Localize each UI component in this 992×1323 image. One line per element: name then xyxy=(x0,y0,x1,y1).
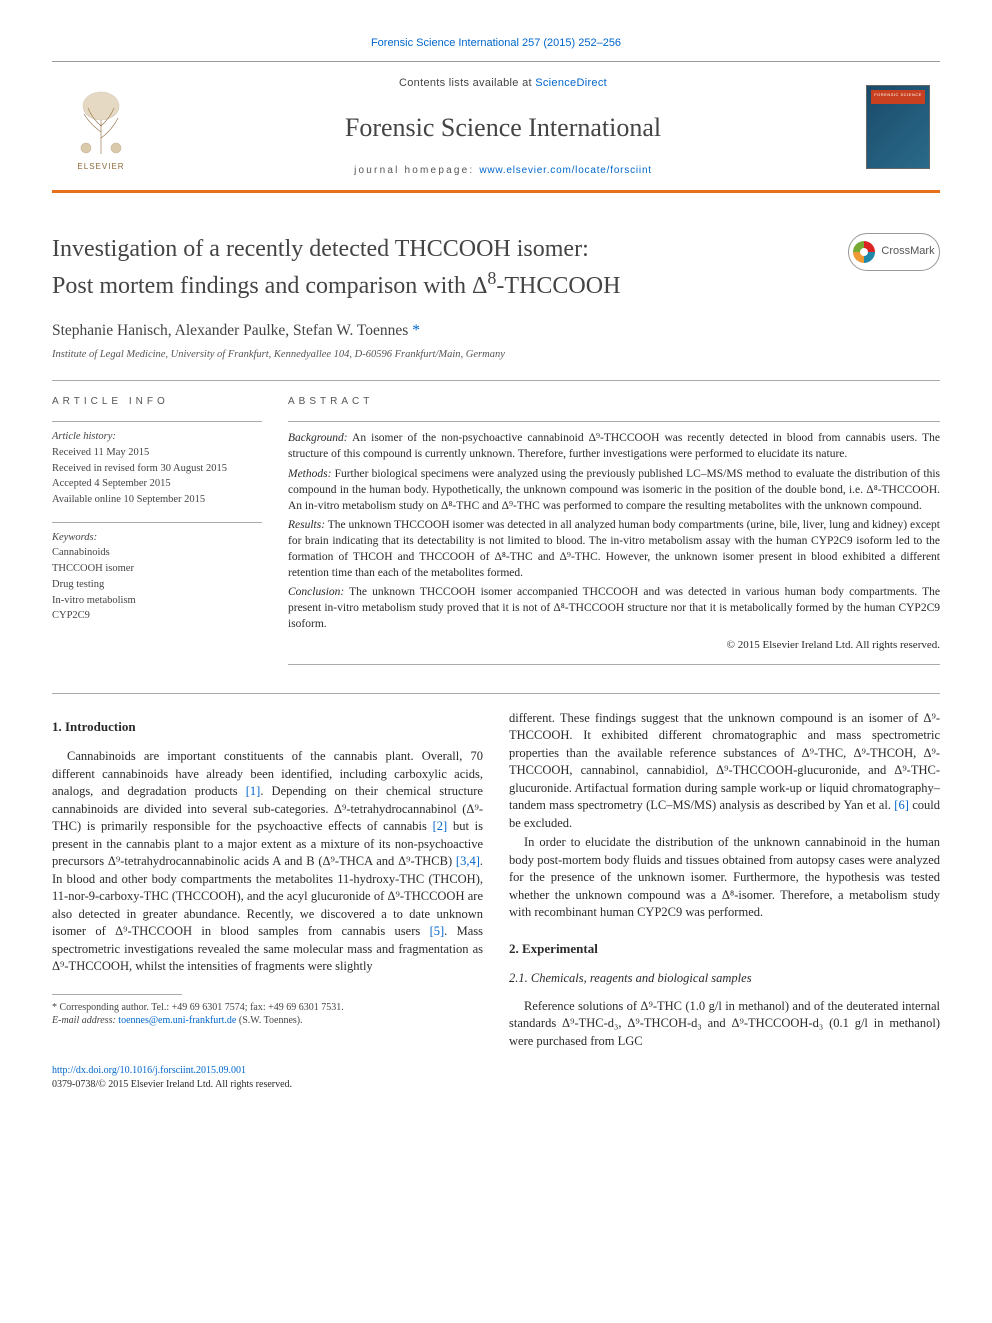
elsevier-wordmark: ELSEVIER xyxy=(77,162,124,171)
body-paragraph: Cannabinoids are important constituents … xyxy=(52,748,483,976)
rule xyxy=(288,421,940,422)
elsevier-logo: ELSEVIER xyxy=(62,82,140,172)
rule xyxy=(52,522,262,523)
rule xyxy=(52,693,940,694)
journal-banner: ELSEVIER Contents lists available at Sci… xyxy=(52,61,940,193)
journal-citation-link[interactable]: Forensic Science International 257 (2015… xyxy=(371,37,621,49)
subsection-heading: 2.1. Chemicals, reagents and biological … xyxy=(509,970,940,988)
crossmark-badge[interactable]: CrossMark xyxy=(848,233,940,271)
abstract-results: Results: The unknown THCCOOH isomer was … xyxy=(288,517,940,581)
rule xyxy=(52,421,262,422)
journal-citation: Forensic Science International 257 (2015… xyxy=(52,36,940,51)
sciencedirect-link[interactable]: ScienceDirect xyxy=(535,77,607,89)
journal-homepage-line: journal homepage: www.elsevier.com/locat… xyxy=(140,164,866,178)
abstract-heading: ABSTRACT xyxy=(288,395,940,409)
affiliation: Institute of Legal Medicine, University … xyxy=(52,348,940,363)
keywords-block: Keywords: Cannabinoids THCCOOH isomer Dr… xyxy=(52,531,262,624)
abstract-conclusion: Conclusion: The unknown THCCOOH isomer a… xyxy=(288,584,940,632)
corresponding-author-mark[interactable]: * xyxy=(412,322,420,339)
crossmark-icon xyxy=(853,241,875,263)
abstract-background: Background: An isomer of the non-psychoa… xyxy=(288,430,940,462)
citation-link[interactable]: [1] xyxy=(246,784,261,798)
email-footnote: E-mail address: toennes@em.uni-frankfurt… xyxy=(52,1014,483,1028)
article-info-heading: ARTICLE INFO xyxy=(52,395,262,409)
article-title: Investigation of a recently detected THC… xyxy=(52,233,620,302)
citation-link[interactable]: [2] xyxy=(433,819,448,833)
section-heading-experimental: 2. Experimental xyxy=(509,940,940,958)
doi-link[interactable]: http://dx.doi.org/10.1016/j.forsciint.20… xyxy=(52,1065,246,1076)
abstract-copyright: © 2015 Elsevier Ireland Ltd. All rights … xyxy=(288,638,940,653)
issn-copyright: 0379-0738/© 2015 Elsevier Ireland Ltd. A… xyxy=(52,1079,292,1090)
citation-link[interactable]: [5] xyxy=(430,924,445,938)
author-list: Stephanie Hanisch, Alexander Paulke, Ste… xyxy=(52,320,940,342)
body-paragraph: In order to elucidate the distribution o… xyxy=(509,834,940,922)
citation-link[interactable]: [6] xyxy=(894,798,909,812)
citation-link[interactable]: [3,4] xyxy=(456,854,480,868)
body-paragraph: Reference solutions of Δ⁹-THC (1.0 g/l i… xyxy=(509,998,940,1051)
rule xyxy=(288,664,940,665)
footnote-rule xyxy=(52,994,182,995)
journal-homepage-link[interactable]: www.elsevier.com/locate/forsciint xyxy=(479,165,652,176)
contents-list-line: Contents lists available at ScienceDirec… xyxy=(140,76,866,91)
section-heading-intro: 1. Introduction xyxy=(52,718,483,736)
doi-block: http://dx.doi.org/10.1016/j.forsciint.20… xyxy=(52,1064,940,1092)
rule xyxy=(52,380,940,381)
corresponding-author-footnote: * Corresponding author. Tel.: +49 69 630… xyxy=(52,1001,483,1015)
abstract-methods: Methods: Further biological specimens we… xyxy=(288,466,940,514)
author-email-link[interactable]: toennes@em.uni-frankfurt.de xyxy=(118,1015,236,1026)
journal-cover-thumbnail xyxy=(866,85,930,169)
article-history: Article history: Received 11 May 2015 Re… xyxy=(52,430,262,507)
body-paragraph: different. These findings suggest that t… xyxy=(509,710,940,833)
journal-title: Forensic Science International xyxy=(140,110,866,146)
